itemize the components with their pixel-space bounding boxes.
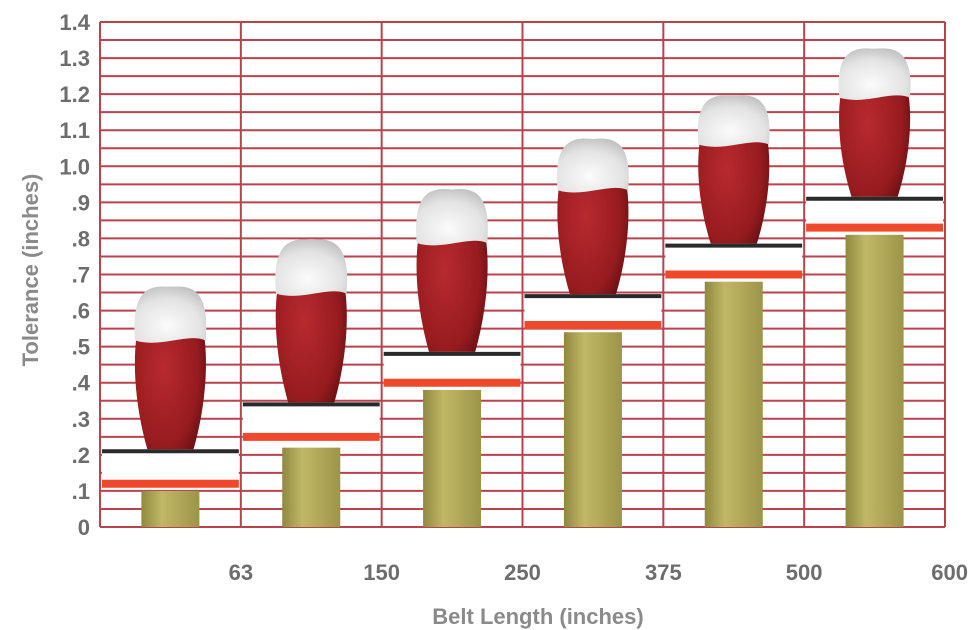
bullet-0-63 [134,286,207,450]
y-axis-title: Tolerance (inches) [18,174,43,367]
bullet-tip [838,48,911,100]
bullet-tip [416,189,489,246]
y-tick-label: .1 [72,479,90,504]
bar-375-500 [704,281,763,527]
grid [99,21,946,528]
bar-250-375 [563,332,622,527]
y-tick-label: .5 [72,335,90,360]
bar-0-63 [141,490,200,527]
bullet-tip [275,239,348,296]
bar-63-150 [282,447,341,527]
y-tick-label: .2 [72,443,90,468]
y-tick-label: 1.3 [59,46,90,71]
y-tick-label: 0 [78,515,90,540]
bullets [134,48,911,450]
bullet-375-500 [697,95,770,244]
x-tick-label: 63 [229,560,253,585]
y-tick-label: 1.0 [59,154,90,179]
y-tick-label: .7 [72,263,90,288]
x-axis-title: Belt Length (inches) [432,604,643,629]
y-axis-tick-labels: 0 .1 .2 .3 .4 .5 .6 .7 .8 .9 1.0 1.1 1.2 1.3 1.4 [59,10,90,540]
bullet-150-250 [416,189,489,352]
x-tick-label: 600 [931,560,968,585]
bullet-tip [697,95,770,147]
y-tick-label: 1.4 [59,10,90,35]
bar-500-600 [845,234,904,528]
y-tick-label: 1.1 [59,118,90,143]
bars [141,234,904,528]
x-tick-label: 250 [504,560,541,585]
bullet-tip [134,286,207,343]
bullet-250-375 [556,138,629,295]
bar-150-250 [423,389,482,527]
x-tick-label: 150 [363,560,400,585]
y-tick-label: .3 [72,407,90,432]
y-tick-label: .6 [72,299,90,324]
x-tick-label: 500 [786,560,823,585]
bullet-63-150 [275,239,348,403]
y-tick-label: .9 [72,190,90,215]
y-tick-label: .8 [72,226,90,251]
bullet-tip [556,138,629,193]
y-tick-label: 1.2 [59,82,90,107]
y-tick-label: .4 [72,371,91,396]
x-tick-label: 375 [645,560,682,585]
x-axis-tick-labels: 63 150 250 375 500 600 [229,560,968,585]
tolerance-bands [102,196,943,488]
bullet-500-600 [838,48,911,197]
